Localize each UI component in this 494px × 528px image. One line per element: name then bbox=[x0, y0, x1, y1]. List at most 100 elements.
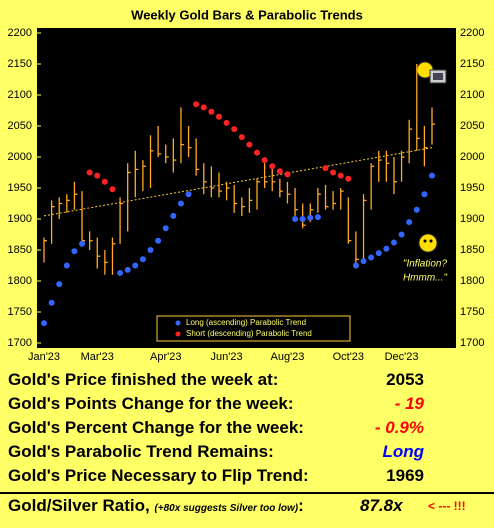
trend-dot bbox=[429, 172, 435, 179]
trend-dot bbox=[352, 262, 359, 269]
y-tick-label-right: 2000 bbox=[460, 151, 484, 163]
trend-dot bbox=[71, 248, 78, 255]
y-tick-label: 1700 bbox=[8, 337, 32, 349]
x-tick-label: Mar'23 bbox=[81, 351, 114, 363]
annotation: "Inflation? bbox=[403, 259, 448, 270]
trend-dot bbox=[314, 214, 321, 221]
x-tick-label: Dec'23 bbox=[385, 351, 419, 363]
icon-computer bbox=[416, 61, 447, 84]
table-row: Gold's Points Change for the week: - 19 bbox=[0, 392, 494, 416]
trend-dot bbox=[261, 157, 268, 164]
y-tick-label-right: 1850 bbox=[460, 244, 484, 256]
trend-line bbox=[43, 147, 433, 217]
plot-background bbox=[37, 28, 456, 348]
row-label: Gold's Percent Change for the week: bbox=[8, 418, 304, 437]
ratio-label: Gold/Silver Ratio, bbox=[8, 496, 150, 515]
x-tick-label: Jan'23 bbox=[28, 351, 60, 363]
trend-dot bbox=[375, 250, 382, 257]
trend-dot bbox=[177, 200, 184, 207]
x-tick-label: Jun'23 bbox=[211, 351, 243, 363]
chart: Weekly Gold Bars & Parabolic Trends "Inf… bbox=[8, 7, 485, 363]
y-tick-label-right: 1700 bbox=[460, 337, 484, 349]
trend-dot bbox=[390, 239, 397, 246]
y-tick-label: 2000 bbox=[8, 151, 32, 163]
trend-dot bbox=[56, 281, 63, 288]
trend-dot bbox=[200, 104, 207, 111]
trend-dot bbox=[330, 169, 337, 176]
trend-dot bbox=[360, 258, 367, 265]
trend-dot bbox=[254, 149, 261, 156]
table-row: Gold's Percent Change for the week: - 0.9… bbox=[0, 416, 494, 440]
chart-title: Weekly Gold Bars & Parabolic Trends bbox=[131, 7, 363, 22]
trend-dot bbox=[238, 134, 245, 141]
y-tick-label-right: 2200 bbox=[460, 27, 484, 39]
trend-dot bbox=[117, 269, 124, 276]
trend-dot bbox=[223, 119, 230, 126]
y-tick-label-right: 1750 bbox=[460, 306, 484, 318]
row-label: Gold's Points Change for the week: bbox=[8, 394, 294, 413]
trend-dot bbox=[162, 225, 169, 232]
trend-dot bbox=[48, 299, 55, 306]
trend-dot bbox=[132, 262, 139, 269]
row-label: Gold's Parabolic Trend Remains: bbox=[8, 442, 274, 461]
trend-dot bbox=[215, 113, 222, 120]
table-row: Gold's Price finished the week at: 2053 bbox=[0, 368, 494, 392]
x-tick-label: Apr'23 bbox=[150, 351, 181, 363]
trend-dot bbox=[337, 172, 344, 179]
row-value: 1969 bbox=[386, 466, 424, 485]
ratio-note: (+80x suggests Silver too low) bbox=[154, 503, 299, 514]
trend-dot bbox=[246, 141, 253, 148]
trend-dot bbox=[155, 237, 162, 244]
trend-dot bbox=[231, 126, 238, 133]
y-tick-label-right: 1950 bbox=[460, 182, 484, 194]
icon-thinker bbox=[418, 233, 438, 253]
trend-dot bbox=[307, 214, 314, 221]
trend-dot bbox=[421, 191, 428, 198]
y-tick-label: 1950 bbox=[8, 182, 32, 194]
ratio-value: 87.8x bbox=[360, 496, 403, 515]
trend-dot bbox=[413, 206, 420, 213]
trend-dot bbox=[124, 266, 131, 273]
trend-dot bbox=[86, 169, 93, 176]
legend-dot bbox=[175, 320, 181, 326]
trend-dot bbox=[292, 216, 299, 222]
ratio-row: Gold/Silver Ratio, (+80x suggests Silver… bbox=[0, 492, 494, 520]
y-tick-label-right: 2100 bbox=[460, 89, 484, 101]
y-tick-label: 2100 bbox=[8, 89, 32, 101]
trend-dot bbox=[101, 178, 108, 185]
trend-dot bbox=[63, 262, 70, 269]
y-tick-label: 1800 bbox=[8, 275, 32, 287]
y-tick-label: 2050 bbox=[8, 120, 32, 132]
trend-dot bbox=[185, 191, 192, 198]
trend-dot bbox=[398, 231, 405, 238]
row-value: Long bbox=[382, 442, 424, 461]
y-tick-label-right: 1800 bbox=[460, 275, 484, 287]
trend-dot bbox=[94, 172, 101, 179]
trend-dot bbox=[147, 247, 154, 253]
trend-dot bbox=[208, 108, 215, 115]
trend-dot bbox=[269, 163, 276, 170]
y-tick-label-right: 2050 bbox=[460, 120, 484, 132]
trend-dot bbox=[322, 165, 329, 172]
table-row: Gold's Price Necessary to Flip Trend: 196… bbox=[0, 464, 494, 488]
trend-dot bbox=[109, 186, 116, 193]
trend-dot bbox=[368, 254, 375, 261]
row-value: 2053 bbox=[386, 370, 424, 389]
y-tick-label-right: 1900 bbox=[460, 213, 484, 225]
row-label: Gold's Price finished the week at: bbox=[8, 370, 279, 389]
trend-dot bbox=[170, 212, 177, 219]
legend-label: Long (ascending) Parabolic Trend bbox=[186, 318, 306, 327]
trend-dot bbox=[79, 240, 86, 247]
ratio-colon: : bbox=[298, 496, 304, 515]
y-tick-label: 2150 bbox=[8, 58, 32, 70]
legend-dot bbox=[175, 331, 181, 337]
trend-dot bbox=[406, 219, 413, 226]
legend-label: Short (descending) Parabolic Trend bbox=[186, 329, 312, 338]
trend-dot bbox=[276, 168, 283, 175]
y-tick-label-right: 2150 bbox=[460, 58, 484, 70]
trend-dot bbox=[41, 320, 47, 327]
trend-dot bbox=[299, 216, 306, 222]
trend-dot bbox=[193, 101, 200, 108]
row-value: - 19 bbox=[394, 394, 424, 413]
